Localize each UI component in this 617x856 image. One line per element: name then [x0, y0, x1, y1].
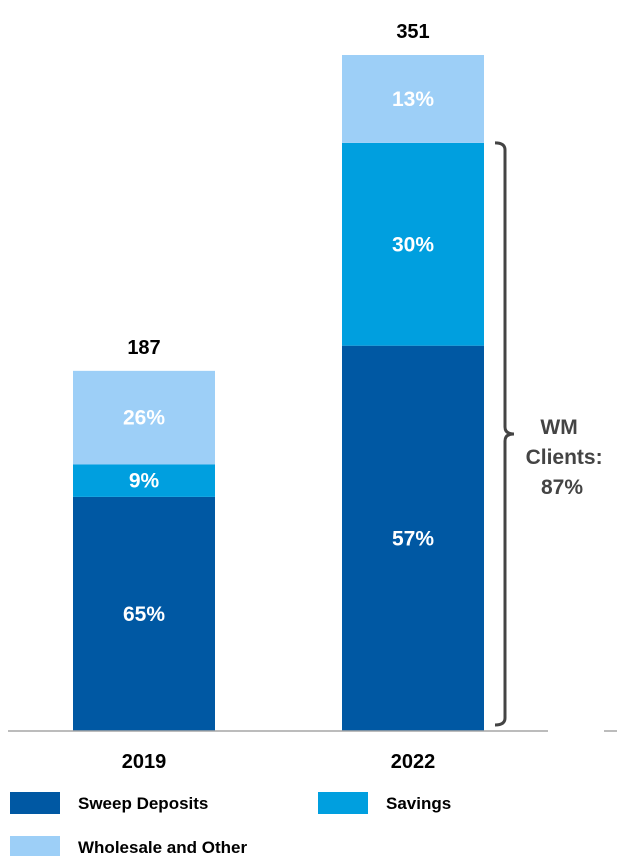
total-label-2019: 187 [127, 337, 160, 359]
legend-swatch-2 [10, 836, 60, 856]
segment-label-2019-1: 9% [129, 470, 160, 493]
bar-segment-2019-0 [73, 496, 215, 731]
segment-label-2019-0: 65% [123, 603, 165, 626]
category-label-2019: 2019 [122, 751, 167, 773]
bar-segment-2022-1 [342, 142, 484, 346]
bar-segment-2022-2 [342, 55, 484, 143]
total-labels-layer: 187 351 [127, 21, 429, 359]
wm-clients-annotation: WM Clients: 87% [526, 416, 609, 499]
legend-label-2: Wholesale and Other [78, 838, 247, 856]
wm-clients-brace [494, 141, 515, 727]
bars-layer [73, 55, 484, 731]
wm-clients-annotation-line-2: Clients: [526, 446, 603, 469]
category-labels-layer: 2019 2022 [122, 751, 436, 773]
legend-label-1: Savings [386, 794, 451, 813]
segment-label-2022-0: 57% [392, 527, 434, 550]
wm-clients-annotation-line-1: WM [540, 416, 577, 439]
total-label-2022: 351 [396, 21, 429, 43]
legend-swatch-1 [318, 792, 368, 814]
wm-clients-annotation-line-3: 87% [541, 476, 583, 499]
segment-label-2022-1: 30% [392, 233, 434, 256]
segment-labels-layer: 65% 9% 26% 57% 30% 13% [123, 88, 434, 626]
segment-label-2019-2: 26% [123, 407, 165, 430]
legend-label-0: Sweep Deposits [78, 794, 208, 813]
legend-swatch-0 [10, 792, 60, 814]
bar-segment-2022-0 [342, 345, 484, 731]
category-label-2022: 2022 [391, 751, 436, 773]
bar-segment-2019-1 [73, 464, 215, 497]
segment-label-2022-2: 13% [392, 88, 434, 111]
legend: Sweep Deposits Savings Wholesale and Other [10, 792, 451, 856]
bar-segment-2019-2 [73, 370, 215, 465]
